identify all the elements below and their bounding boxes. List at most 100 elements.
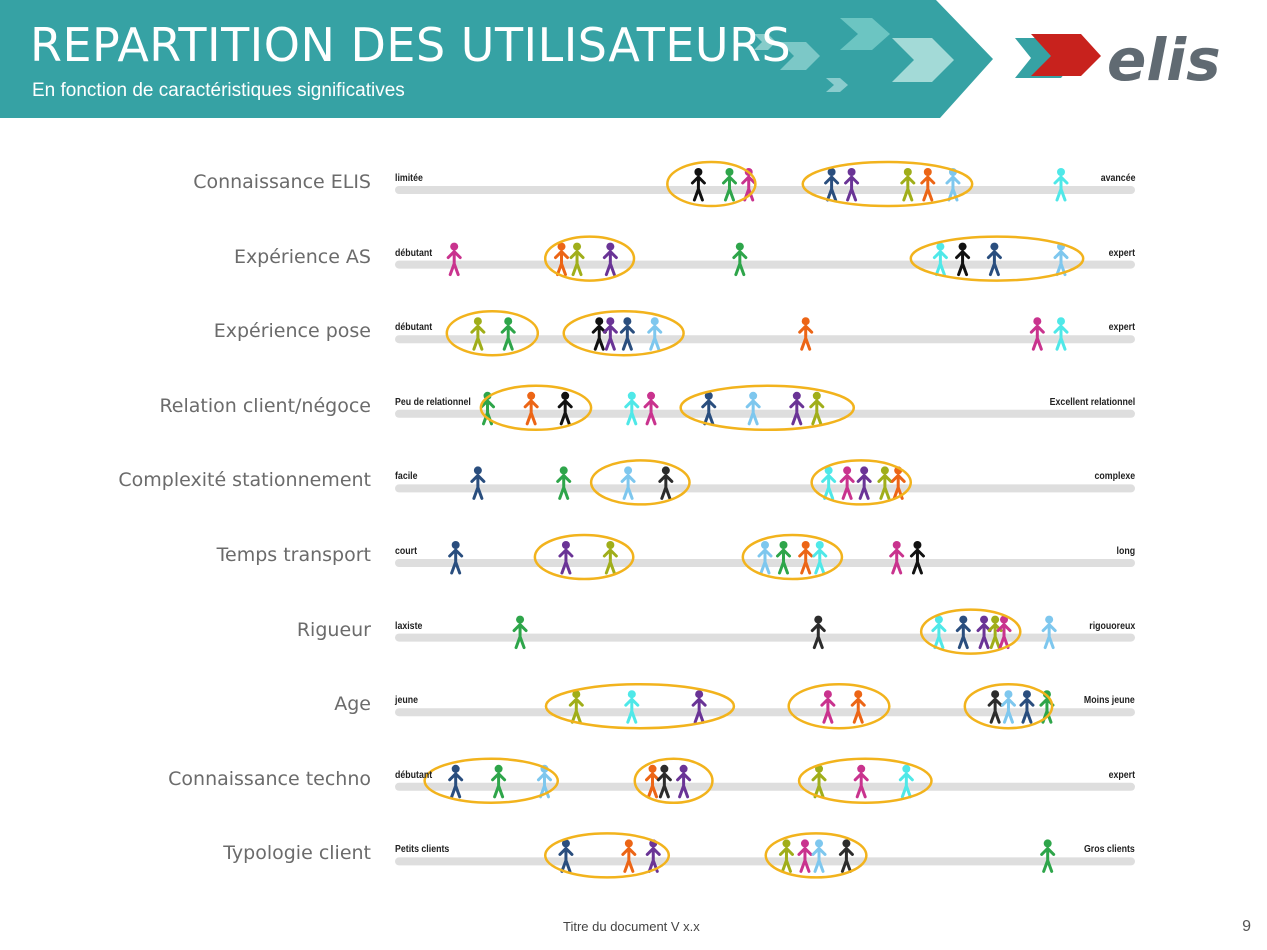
- scale-row: [395, 309, 1135, 357]
- group-ellipse: [544, 682, 736, 730]
- person-icon: [647, 317, 663, 351]
- person-icon: [624, 391, 640, 426]
- person-icon: [558, 541, 574, 575]
- scale-row: [395, 757, 1135, 805]
- person-icon: [645, 839, 661, 873]
- person-icon: [602, 242, 618, 277]
- person-icon: [987, 690, 1003, 724]
- person-icon: [987, 615, 1003, 650]
- scale-bar: [395, 782, 1135, 791]
- person-icon: [558, 839, 574, 873]
- person-icon: [955, 242, 971, 277]
- person-icon: [811, 839, 827, 873]
- person-icon: [824, 168, 840, 202]
- person-icon: [920, 168, 936, 202]
- person-icon: [701, 391, 717, 426]
- person-icon: [757, 541, 773, 575]
- group-ellipse: [764, 832, 868, 879]
- scale-min-label: débutant: [395, 769, 433, 781]
- person-icon: [448, 541, 464, 575]
- person-icon: [778, 839, 794, 873]
- person-icon: [1039, 690, 1055, 724]
- person-icon: [976, 615, 992, 650]
- group-ellipse: [679, 384, 856, 432]
- person-icon: [945, 168, 961, 202]
- person-icon: [909, 541, 925, 575]
- group-ellipse: [543, 235, 636, 282]
- person-icon: [690, 168, 706, 202]
- person-icon: [470, 466, 486, 500]
- person-icon: [797, 839, 813, 873]
- scale-max-label: complexe: [1094, 471, 1135, 483]
- scale-min-label: limitée: [395, 173, 423, 184]
- person-icon: [602, 541, 618, 575]
- group-ellipse: [633, 757, 714, 805]
- scale-row: [395, 160, 1135, 208]
- person-icon: [1000, 690, 1016, 724]
- header-teal-band: [0, 0, 993, 118]
- group-ellipse: [963, 682, 1054, 730]
- row-label: Temps transport: [216, 544, 371, 566]
- person-icon: [889, 541, 905, 575]
- row-label: Complexité stationnement: [118, 469, 371, 492]
- group-ellipse: [479, 384, 593, 432]
- person-icon: [932, 242, 948, 277]
- person-icon: [789, 391, 805, 426]
- person-icon: [621, 839, 637, 873]
- row-label: Expérience AS: [233, 245, 371, 268]
- person-icon: [480, 391, 495, 426]
- person-icon: [745, 391, 761, 426]
- arrow-icon: [892, 38, 954, 82]
- person-icon: [568, 690, 584, 724]
- scale-row: [395, 832, 1135, 879]
- person-icon: [691, 690, 707, 724]
- person-icon: [776, 541, 791, 575]
- row-label: Rigueur: [296, 618, 371, 641]
- person-icon: [721, 168, 737, 202]
- page-title: REPARTITION DES UTILISATEURS: [30, 18, 792, 72]
- document-title-footer: Titre du document V x.x: [563, 919, 700, 934]
- person-icon: [624, 690, 640, 724]
- group-ellipse: [666, 160, 757, 208]
- person-icon: [821, 466, 837, 500]
- person-icon: [512, 615, 528, 650]
- scale-max-label: avancée: [1100, 173, 1135, 184]
- person-icon: [658, 466, 674, 500]
- person-icon: [856, 466, 872, 500]
- group-ellipse: [543, 832, 671, 879]
- person-icon: [898, 764, 914, 799]
- person-icon: [676, 764, 692, 799]
- person-icon: [602, 317, 618, 351]
- person-icon: [645, 764, 661, 799]
- person-icon: [798, 317, 814, 351]
- person-icon: [812, 541, 828, 575]
- scale-bar: [395, 409, 1135, 418]
- person-icon: [569, 242, 585, 277]
- group-ellipse: [445, 309, 540, 357]
- person-icon: [556, 466, 572, 500]
- person-icon: [554, 242, 569, 277]
- group-ellipse: [787, 682, 891, 730]
- person-icon: [986, 242, 1002, 277]
- scale-max-label: Moins jeune: [1084, 695, 1135, 707]
- person-icon: [523, 391, 539, 426]
- group-ellipse: [423, 757, 560, 805]
- person-icon: [931, 615, 947, 650]
- person-icon: [470, 317, 486, 351]
- person-icon: [844, 168, 860, 202]
- row-label: Connaissance ELIS: [193, 171, 371, 193]
- scale-row: [395, 235, 1135, 282]
- row-label: Typologie client: [223, 842, 371, 865]
- person-icon: [732, 242, 748, 277]
- scale-bar: [395, 186, 1135, 194]
- scale-min-label: court: [395, 546, 417, 557]
- person-icon: [890, 466, 906, 500]
- row-label: Expérience pose: [213, 320, 371, 343]
- scale-row: [395, 608, 1135, 655]
- group-ellipse: [909, 235, 1085, 282]
- row-label: Age: [334, 693, 371, 716]
- page-number: 9: [1242, 918, 1251, 935]
- arrow-icon: [780, 42, 820, 70]
- scale-row: [395, 459, 1135, 506]
- person-icon: [656, 764, 672, 799]
